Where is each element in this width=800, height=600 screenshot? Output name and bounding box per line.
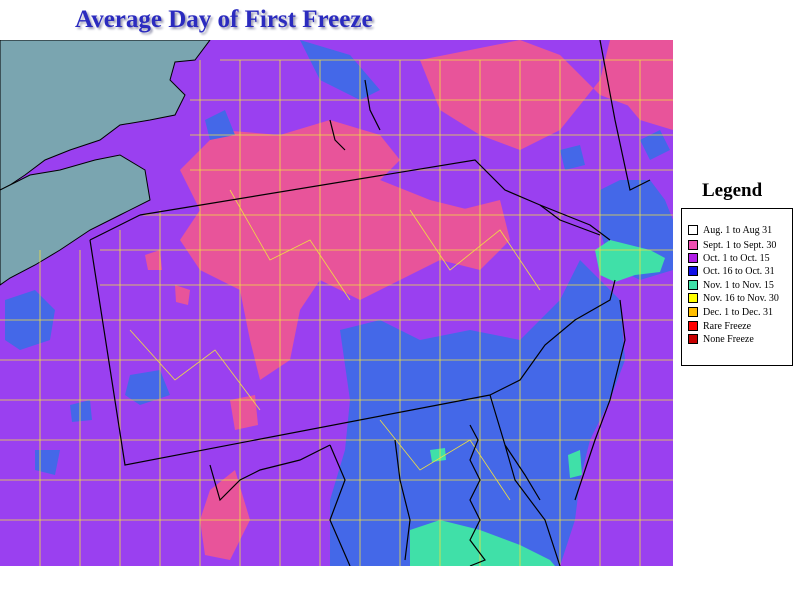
legend-label: Dec. 1 to Dec. 31 (703, 306, 773, 318)
legend-item: Nov. 16 to Nov. 30 (688, 292, 779, 304)
legend-swatch (688, 225, 698, 235)
legend-label: Oct. 16 to Oct. 31 (703, 265, 775, 277)
lake-erie (0, 154, 151, 286)
county-lines (0, 59, 673, 566)
region-nov-early (410, 240, 665, 566)
chesapeake-bay (469, 424, 486, 566)
lake-ontario (0, 40, 211, 191)
legend-swatch (688, 321, 698, 331)
legend-item: Rare Freeze (688, 320, 751, 332)
state-lines (89, 40, 651, 566)
legend-swatch (688, 240, 698, 250)
map-title: Average Day of First Freeze (75, 6, 373, 33)
legend-swatch (688, 280, 698, 290)
legend-item: Dec. 1 to Dec. 31 (688, 306, 773, 318)
freeze-map (0, 40, 673, 566)
legend-label: Aug. 1 to Aug 31 (703, 224, 773, 236)
legend: Aug. 1 to Aug 31 Sept. 1 to Sept. 30 Oct… (681, 208, 793, 366)
legend-label: Oct. 1 to Oct. 15 (703, 252, 770, 264)
legend-item: Aug. 1 to Aug 31 (688, 224, 772, 236)
region-oct-late (5, 40, 673, 566)
legend-swatch (688, 334, 698, 344)
legend-item: Sept. 1 to Sept. 30 (688, 239, 776, 251)
legend-label: Nov. 16 to Nov. 30 (703, 292, 779, 304)
legend-item: None Freeze (688, 333, 754, 345)
legend-label: Rare Freeze (703, 320, 752, 332)
legend-heading: Legend (702, 180, 763, 201)
legend-label: Nov. 1 to Nov. 15 (703, 279, 774, 291)
legend-label: Sept. 1 to Sept. 30 (703, 239, 777, 251)
legend-label: None Freeze (703, 333, 754, 345)
legend-swatch (688, 293, 698, 303)
legend-item: Nov. 1 to Nov. 15 (688, 279, 774, 291)
legend-swatch (688, 307, 698, 317)
legend-swatch (688, 253, 698, 263)
legend-swatch (688, 266, 698, 276)
legend-item: Oct. 1 to Oct. 15 (688, 252, 770, 264)
legend-item: Oct. 16 to Oct. 31 (688, 265, 775, 277)
